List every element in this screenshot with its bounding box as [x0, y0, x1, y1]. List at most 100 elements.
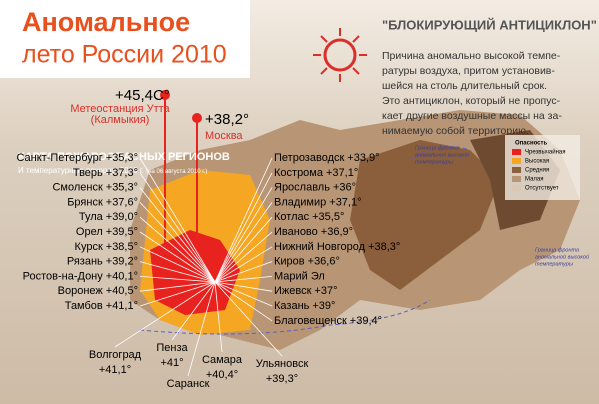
record-value: +38,2°	[205, 111, 249, 128]
city-label: Санкт-Петербург +35,3°	[16, 152, 138, 164]
paragraph-line: нимаемую собой территорию.	[382, 125, 529, 137]
city-temp: +35,3°	[106, 182, 138, 194]
city-temp: +41,1°	[106, 300, 138, 312]
legend-swatch	[512, 149, 521, 155]
leader-line	[214, 276, 273, 283]
front-label: аномальной высокой	[535, 253, 589, 260]
city-name: Марий Эл	[274, 270, 325, 282]
city-temp: +37,3°	[106, 167, 138, 179]
front-label: температуры	[415, 159, 453, 165]
leader-line	[214, 157, 273, 283]
city-label: Петрозаводск +33,9°	[274, 152, 380, 164]
legend-swatch	[512, 158, 521, 164]
leader-line	[187, 281, 216, 377]
city-temp: +40,1°	[106, 270, 138, 282]
city-label: Ростов-на-Дону +40,1°	[23, 270, 138, 282]
legend-label: Средняя	[525, 168, 549, 174]
leader-line	[171, 281, 216, 341]
legend-label: Отсутствует	[525, 186, 559, 192]
city-label: Тула +39,0°	[79, 211, 138, 223]
title-box	[0, 0, 250, 78]
leader-line	[139, 276, 216, 283]
front-label: Граница фронта	[415, 145, 459, 151]
city-name: Котлас	[274, 211, 310, 223]
front-label: Граница фронта	[535, 247, 579, 253]
record-value: +45,4С°	[115, 87, 170, 104]
front-label: температуры	[535, 261, 573, 267]
pin	[160, 90, 170, 100]
city-label: Орел +39,5°	[76, 226, 138, 238]
city-temp: +36,9°	[321, 226, 353, 238]
leader-line	[214, 187, 273, 283]
leader-line	[214, 216, 273, 283]
city-label: Ярославль +36°	[274, 182, 356, 194]
legend-label: Высокая	[525, 159, 549, 165]
city-label: Марий Эл	[274, 270, 325, 282]
city-name: Владимир	[274, 196, 326, 208]
leader-line	[214, 281, 223, 353]
date-note: (на 06 августа 2010 г.)	[146, 169, 207, 175]
city-label: Смоленск +35,3°	[52, 182, 138, 194]
paragraph-line: шейся на столь длительный срок.	[382, 80, 547, 92]
leader-line	[139, 216, 216, 283]
city-name: Петрозаводск	[274, 152, 344, 164]
legend-swatch	[512, 167, 521, 173]
city-temp: +36°	[333, 182, 356, 194]
leader-line	[139, 202, 216, 283]
leader-line	[139, 231, 216, 283]
city-label: Тверь +37,3°	[73, 167, 138, 179]
city-temp: +37,6°	[106, 196, 138, 208]
leader-line	[139, 246, 216, 283]
medium-zone	[350, 140, 500, 290]
front-line	[409, 146, 471, 161]
city-name: Тула	[79, 211, 104, 223]
city-label: Иваново +36,9°	[274, 226, 353, 238]
city-name: Ульяновск	[256, 358, 309, 370]
city-temp: +38,3°	[368, 241, 400, 253]
leader-line	[214, 202, 273, 283]
city-name: Благовещенск	[274, 315, 347, 327]
city-label: Рязань +39,2°	[67, 256, 138, 268]
city-name: Кострома	[274, 167, 324, 179]
city-temp: +35,5°	[312, 211, 344, 223]
city-label: Казань +39°	[274, 300, 335, 312]
city-temp: +39,4°	[350, 315, 382, 327]
city-name: Ярославль	[274, 182, 330, 194]
record-place: Метеостанция Утта	[70, 103, 170, 115]
leader-line	[214, 261, 273, 283]
anticyclone-heading: "БЛОКИРУЮЩИЙ АНТИЦИКЛОН"	[382, 17, 597, 32]
leader-line	[214, 172, 273, 283]
city-label: Брянск +37,6°	[67, 196, 138, 208]
city-temp: +39,3°	[266, 373, 298, 385]
city-name: Смоленск	[52, 182, 102, 194]
map-subtitle: И температурные рекорды 2010 г. (на 06 а…	[18, 166, 207, 175]
front-line	[139, 299, 431, 335]
city-name: Брянск	[67, 196, 103, 208]
city-name: Пенза	[156, 342, 188, 354]
city-name: Самара	[202, 354, 243, 366]
leader-line	[214, 281, 283, 357]
city-label: Воронеж +40,5°	[58, 285, 138, 297]
leader-line	[139, 281, 216, 307]
sun-icon	[313, 28, 367, 82]
city-name: Волгоград	[89, 349, 142, 361]
city-temp: +33,9°	[347, 152, 379, 164]
city-name: Казань	[274, 300, 310, 312]
legend-swatch	[512, 176, 521, 182]
city-temp: +37°	[314, 285, 337, 297]
leader-line	[214, 281, 273, 307]
city-name: Воронеж	[58, 285, 104, 297]
city-temp: +36,6°	[308, 256, 340, 268]
city-name: Ростов-на-Дону	[23, 270, 104, 282]
city-name: Нижний Новгород	[274, 241, 366, 253]
paragraph-line: Это антициклон, который не пропус-	[382, 95, 561, 107]
city-label: Владимир +37,1°	[274, 196, 362, 208]
legend-title: Опасность	[515, 141, 547, 147]
leader-line	[139, 157, 216, 283]
record-place: (Калмыкия)	[91, 114, 150, 126]
city-temp: +40,5°	[106, 285, 138, 297]
city-temp: +41,1°	[99, 364, 131, 376]
city-temp: +38,5°	[106, 241, 138, 253]
city-name: Тверь	[73, 167, 103, 179]
